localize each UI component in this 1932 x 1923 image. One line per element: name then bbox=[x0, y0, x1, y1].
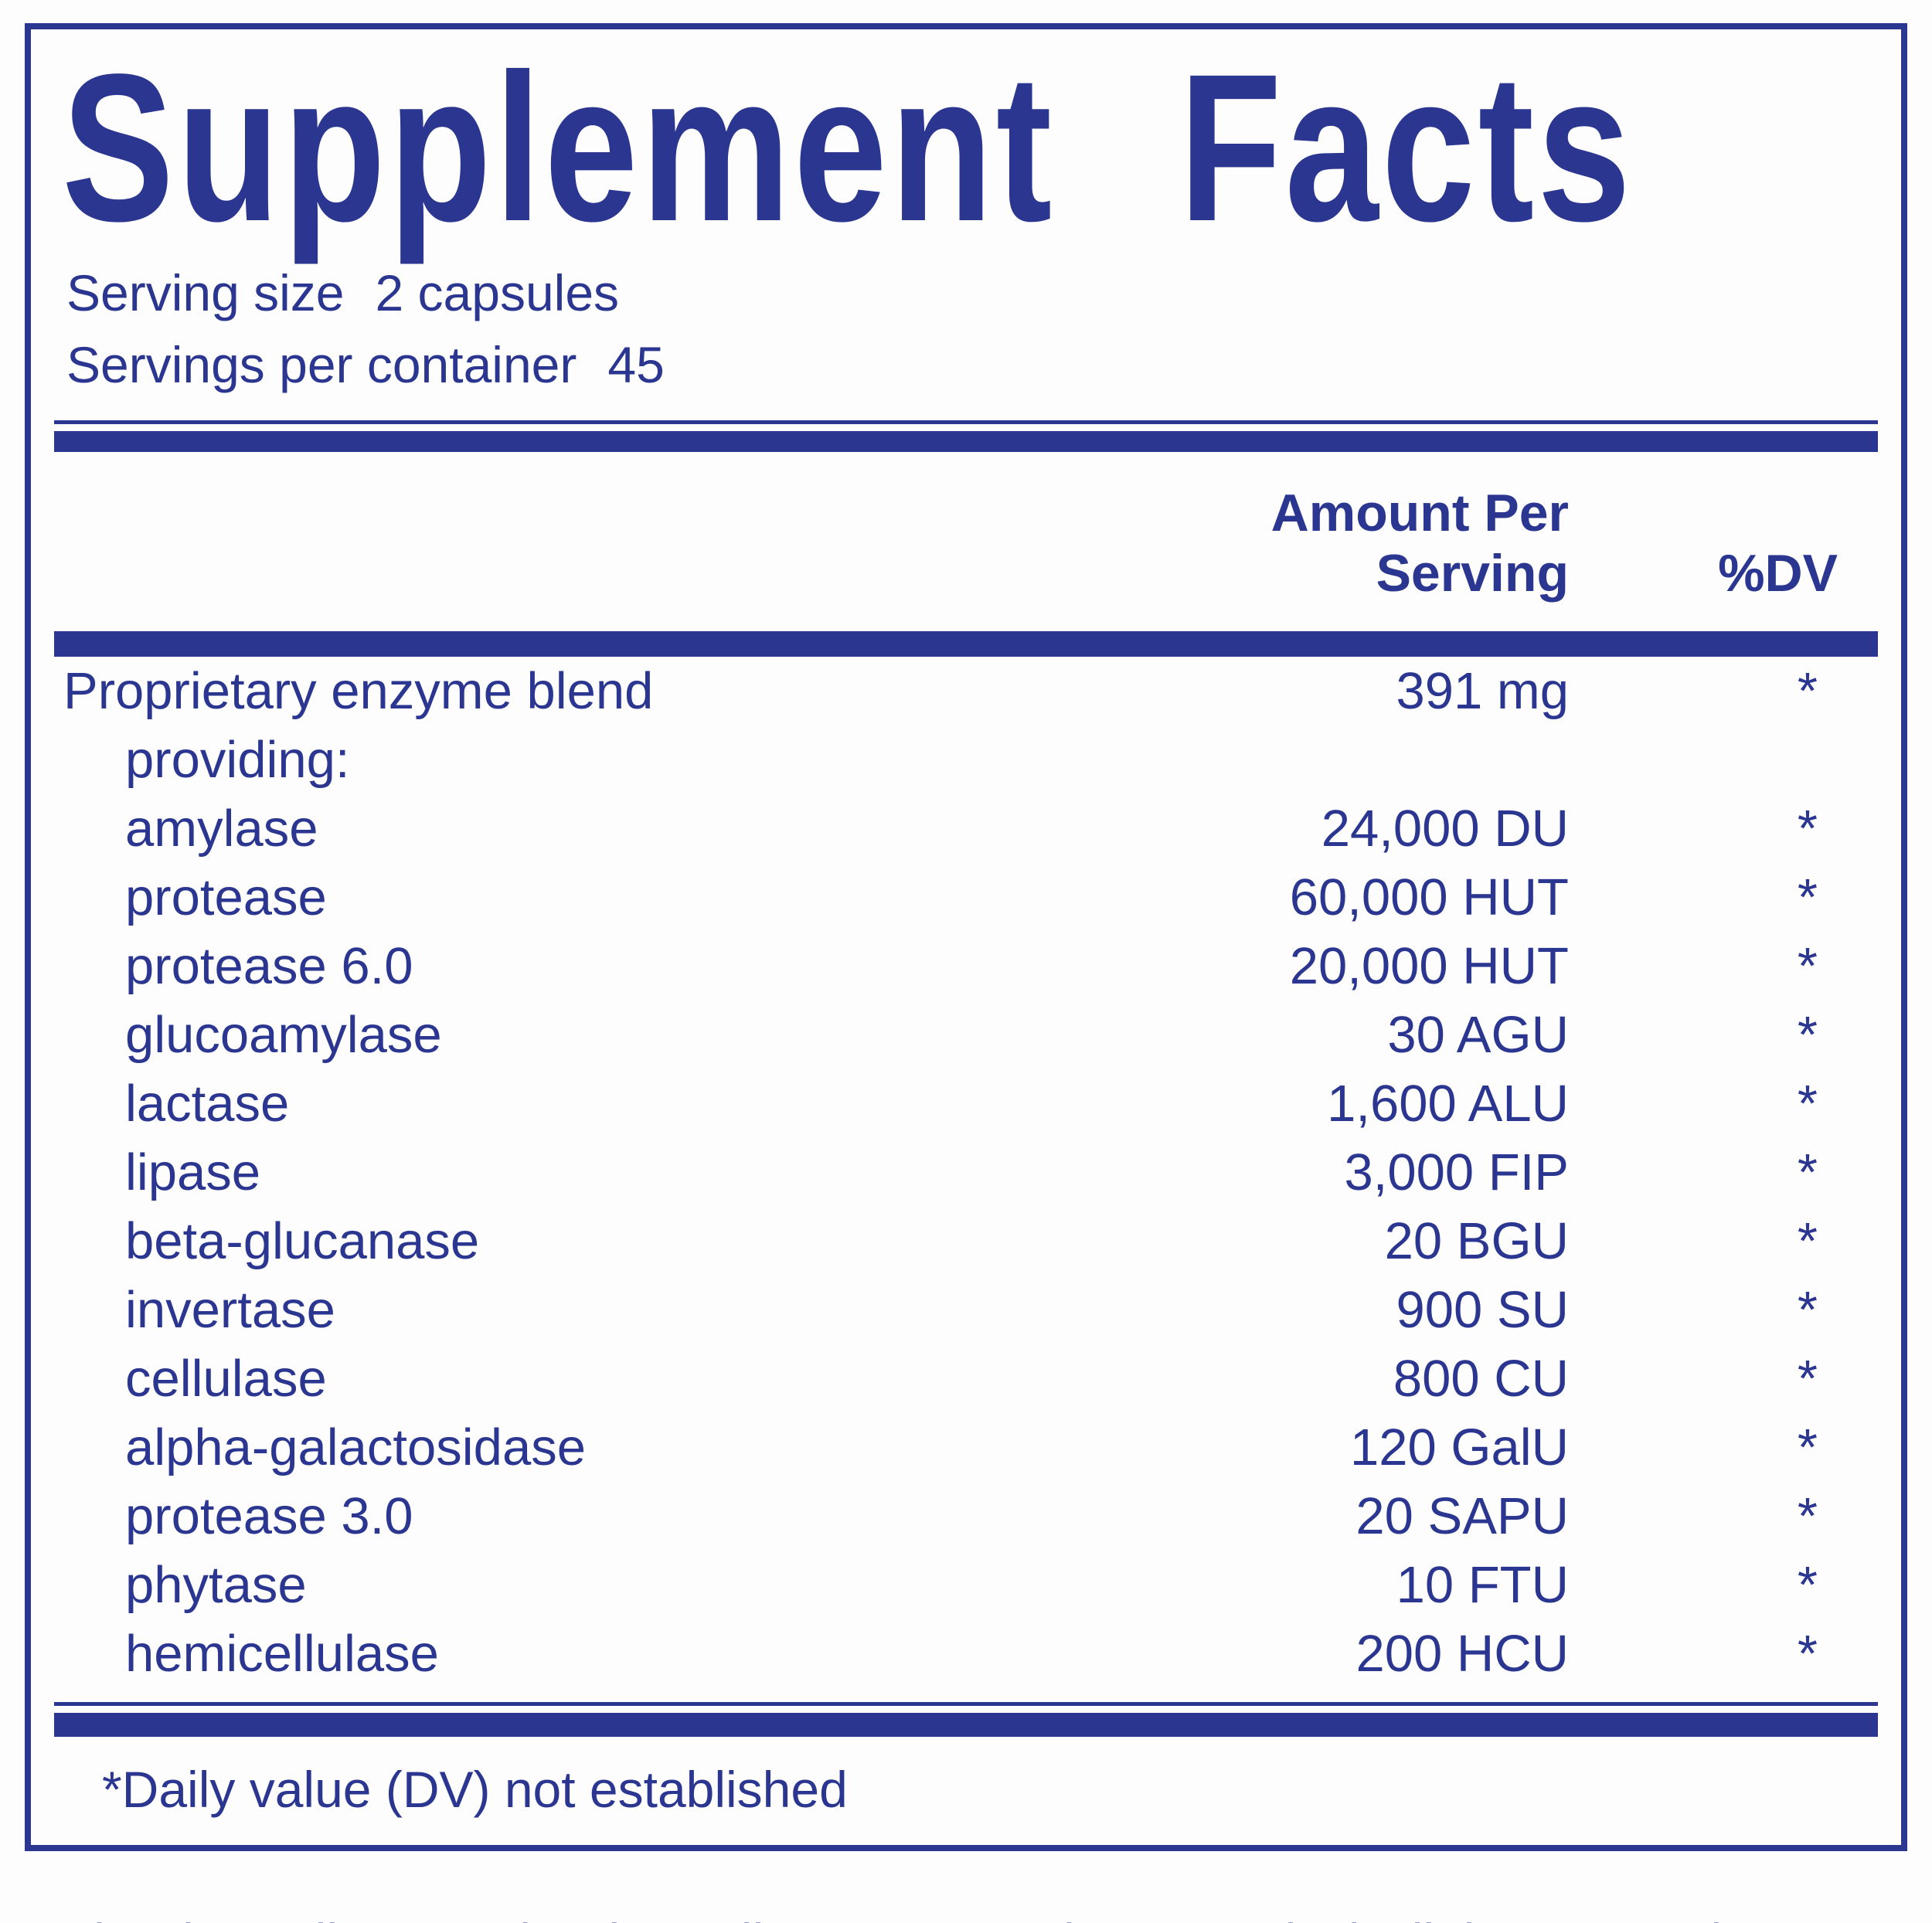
divider-bar-below-header bbox=[54, 630, 1878, 657]
serving-size-label: Serving size bbox=[66, 263, 345, 321]
table-row: providing: bbox=[54, 725, 1878, 794]
ingredient-dv: * bbox=[1797, 936, 1818, 995]
ingredient-dv: * bbox=[1797, 1349, 1818, 1408]
ingredient-amount: 60,000 HUT bbox=[1289, 868, 1569, 926]
serving-size-line: Serving size 2 capsules bbox=[66, 257, 1878, 330]
ingredient-name: amylase bbox=[125, 799, 318, 858]
ingredient-dv: * bbox=[1797, 1418, 1818, 1476]
ingredient-amount: 30 AGU bbox=[1387, 1005, 1569, 1064]
table-row: beta-glucanase 20 BGU * bbox=[54, 1207, 1878, 1276]
ingredient-amount: 20 SAPU bbox=[1355, 1486, 1569, 1545]
ingredient-dv: * bbox=[1797, 661, 1818, 720]
table-row: glucoamylase 30 AGU * bbox=[54, 1001, 1878, 1069]
ingredient-name: hemicellulase bbox=[125, 1624, 439, 1683]
divider-bar-bottom bbox=[54, 1712, 1878, 1737]
divider-thin-top bbox=[54, 420, 1878, 424]
ingredient-name: lipase bbox=[125, 1143, 261, 1201]
dv-column-header: %DV bbox=[1718, 543, 1838, 603]
ingredient-dv bbox=[1569, 725, 1878, 794]
ingredient-amount: 1,600 ALU bbox=[1327, 1074, 1569, 1133]
ingredient-name: lactase bbox=[125, 1074, 290, 1133]
ingredient-dv: * bbox=[1797, 1486, 1818, 1545]
table-row: protease 6.0 20,000 HUT * bbox=[54, 932, 1878, 1001]
servings-per-container-value: 45 bbox=[607, 336, 665, 394]
ingredient-amount: 3,000 FIP bbox=[1344, 1143, 1569, 1201]
table-row: Proprietary enzyme blend 391 mg * bbox=[54, 657, 1878, 725]
table-row: invertase 900 SU * bbox=[54, 1276, 1878, 1344]
ingredient-amount bbox=[1074, 725, 1569, 794]
label-title: Supplement Facts bbox=[62, 30, 1634, 265]
servings-per-container-label: Servings per container bbox=[66, 336, 577, 394]
ingredient-name: alpha-galactosidase bbox=[125, 1418, 586, 1476]
ingredient-amount: 20 BGU bbox=[1384, 1211, 1569, 1270]
ingredient-name: invertase bbox=[125, 1280, 335, 1339]
ingredient-name: beta-glucanase bbox=[125, 1211, 480, 1270]
table-header-row: Amount Per Serving %DV bbox=[54, 452, 1878, 623]
ingredient-amount: 200 HCU bbox=[1355, 1624, 1569, 1683]
ingredient-name: providing: bbox=[125, 730, 350, 789]
table-row: alpha-galactosidase 120 GalU * bbox=[54, 1413, 1878, 1482]
dv-footnote: *Daily value (DV) not established bbox=[102, 1760, 848, 1818]
ingredient-table: Proprietary enzyme blend 391 mg * provid… bbox=[54, 657, 1878, 1688]
ingredient-dv: * bbox=[1797, 868, 1818, 926]
ingredient-dv: * bbox=[1797, 1005, 1818, 1064]
divider-bar-top bbox=[54, 430, 1878, 452]
table-row: phytase 10 FTU * bbox=[54, 1551, 1878, 1619]
ingredient-name: protease bbox=[125, 868, 327, 926]
ingredient-name: glucoamylase bbox=[125, 1005, 442, 1064]
ingredient-dv: * bbox=[1797, 1211, 1818, 1270]
ingredient-amount: 24,000 DU bbox=[1321, 799, 1569, 858]
servings-per-container-line: Servings per container 45 bbox=[66, 329, 1878, 402]
ingredient-dv: * bbox=[1797, 1280, 1818, 1339]
ingredient-dv: * bbox=[1797, 1624, 1818, 1683]
ingredient-name: phytase bbox=[125, 1555, 307, 1614]
table-row: lipase 3,000 FIP * bbox=[54, 1138, 1878, 1207]
ingredient-name: protease 6.0 bbox=[125, 936, 413, 995]
ingredient-amount: 800 CU bbox=[1393, 1349, 1569, 1408]
table-row: protease 3.0 20 SAPU * bbox=[54, 1482, 1878, 1551]
other-ingredients-text: Other ingredients: Other ingredients: ve… bbox=[39, 1899, 1893, 1923]
table-row: cellulase 800 CU * bbox=[54, 1344, 1878, 1413]
ingredient-amount: 391 mg bbox=[1396, 661, 1569, 720]
ingredient-dv: * bbox=[1797, 1555, 1818, 1614]
amount-column-header: Amount Per Serving bbox=[1270, 483, 1569, 603]
serving-size-value: 2 capsules bbox=[375, 263, 620, 321]
ingredient-amount: 20,000 HUT bbox=[1289, 936, 1569, 995]
ingredient-amount: 120 GalU bbox=[1349, 1418, 1569, 1476]
table-row: hemicellulase 200 HCU * bbox=[54, 1619, 1878, 1688]
table-row: lactase 1,600 ALU * bbox=[54, 1069, 1878, 1138]
facts-panel: Supplement Facts Serving size 2 capsules … bbox=[25, 23, 1907, 1851]
ingredient-amount: 900 SU bbox=[1396, 1280, 1569, 1339]
ingredient-name: cellulase bbox=[125, 1349, 327, 1408]
ingredient-dv: * bbox=[1797, 1143, 1818, 1201]
ingredient-dv: * bbox=[1797, 799, 1818, 858]
table-row: amylase 24,000 DU * bbox=[54, 794, 1878, 863]
ingredient-dv: * bbox=[1797, 1074, 1818, 1133]
ingredient-name: protease 3.0 bbox=[125, 1486, 413, 1545]
divider-thin-bottom bbox=[54, 1701, 1878, 1706]
ingredient-name: Proprietary enzyme blend bbox=[63, 661, 654, 720]
table-row: protease 60,000 HUT * bbox=[54, 863, 1878, 932]
ingredient-amount: 10 FTU bbox=[1396, 1555, 1569, 1614]
